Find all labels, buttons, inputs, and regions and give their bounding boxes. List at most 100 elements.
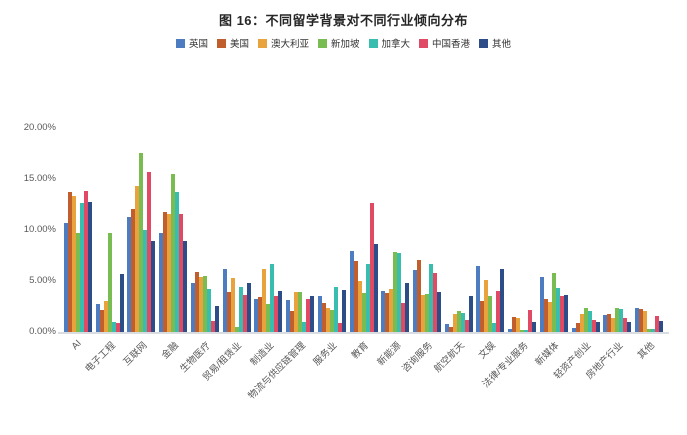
x-axis-category-label: 教育 xyxy=(350,340,372,362)
bar-加拿大-互联网 xyxy=(143,230,148,332)
bar-澳大利亚-AI xyxy=(71,196,76,332)
bar-美国-电子工程 xyxy=(99,310,104,332)
bar-澳大利亚-法律/专业服务 xyxy=(516,318,521,332)
legend-label: 美国 xyxy=(229,39,249,50)
bar-新加坡-法律/专业服务 xyxy=(520,330,525,332)
bar-中国香港-轻资产创业 xyxy=(591,320,596,332)
y-axis-tick-label: 0.00% xyxy=(29,326,56,337)
bar-美国-互联网 xyxy=(131,209,136,332)
bar-其他-互联网 xyxy=(151,241,156,332)
bar-加拿大-法律/专业服务 xyxy=(524,330,529,332)
bar-加拿大-新媒体 xyxy=(555,288,560,332)
bar-新加坡-互联网 xyxy=(139,153,144,332)
bar-美国-教育 xyxy=(353,261,358,332)
bar-英国-航空航天 xyxy=(444,324,449,332)
bar-中国香港-制造业 xyxy=(274,296,279,332)
bar-澳大利亚-其他 xyxy=(643,311,648,332)
bar-澳大利亚-咨询服务 xyxy=(420,295,425,332)
bar-美国-物流与供应链管理 xyxy=(290,311,295,332)
bar-澳大利亚-新能源 xyxy=(389,289,394,332)
bar-中国香港-法律/专业服务 xyxy=(528,310,533,332)
bar-中国香港-电子工程 xyxy=(115,323,120,332)
bar-英国-电子工程 xyxy=(95,304,100,332)
bar-新加坡-轻资产创业 xyxy=(583,308,588,332)
bar-美国-文娱 xyxy=(480,301,485,332)
bar-澳大利亚-互联网 xyxy=(135,186,140,332)
legend-item-6: 其他 xyxy=(479,36,511,50)
bar-新加坡-制造业 xyxy=(266,304,271,332)
x-axis-category-label: 航空航天 xyxy=(431,340,467,375)
bar-其他-咨询服务 xyxy=(436,292,441,332)
bar-英国-其他 xyxy=(635,308,640,332)
bar-英国-互联网 xyxy=(127,217,132,332)
bar-新加坡-新能源 xyxy=(393,252,398,332)
legend-item-5: 中国香港 xyxy=(419,36,470,50)
bar-其他-服务业 xyxy=(341,290,346,332)
bar-美国-咨询服务 xyxy=(416,260,421,332)
bar-其他-生物医疗 xyxy=(214,306,219,332)
bar-澳大利亚-金融 xyxy=(167,214,172,332)
bar-中国香港-教育 xyxy=(369,203,374,332)
bar-澳大利亚-制造业 xyxy=(262,269,267,332)
bar-新加坡-新媒体 xyxy=(551,273,556,332)
legend-label: 其他 xyxy=(492,39,512,50)
bar-加拿大-轻资产创业 xyxy=(587,311,592,332)
bar-其他-航空航天 xyxy=(468,296,473,332)
bar-新加坡-航空航天 xyxy=(456,311,461,332)
bar-加拿大-航空航天 xyxy=(460,313,465,332)
bar-英国-服务业 xyxy=(317,296,322,332)
legend-label: 加拿大 xyxy=(381,39,411,50)
legend-swatch-icon xyxy=(479,38,489,48)
bar-加拿大-咨询服务 xyxy=(428,264,433,332)
bar-英国-AI xyxy=(63,223,68,332)
bar-中国香港-新媒体 xyxy=(559,296,564,332)
bar-澳大利亚-生物医疗 xyxy=(198,277,203,332)
bar-新加坡-生物医疗 xyxy=(202,276,207,332)
legend-item-2: 澳大利亚 xyxy=(257,36,309,50)
bar-其他-金融 xyxy=(183,241,188,332)
bar-其他-轻资产创业 xyxy=(595,322,600,332)
bar-中国香港-物流与供应链管理 xyxy=(306,299,311,332)
legend-item-1: 美国 xyxy=(216,36,249,50)
bar-美国-贸易/租赁业 xyxy=(226,292,231,332)
bar-其他-新媒体 xyxy=(563,295,568,332)
bar-英国-贸易/租赁业 xyxy=(222,269,227,332)
bar-新加坡-物流与供应链管理 xyxy=(298,292,303,332)
bar-美国-房地产行业 xyxy=(607,314,612,332)
bar-中国香港-金融 xyxy=(179,214,184,332)
legend-swatch-icon xyxy=(368,38,378,48)
bar-美国-航空航天 xyxy=(448,327,453,332)
bar-澳大利亚-轻资产创业 xyxy=(579,314,584,332)
bar-其他-贸易/租赁业 xyxy=(246,283,251,332)
bar-加拿大-其他 xyxy=(651,329,656,332)
legend-swatch-icon xyxy=(257,38,267,48)
bar-其他-物流与供应链管理 xyxy=(310,296,315,332)
legend-item-3: 新加坡 xyxy=(317,36,360,50)
legend-item-4: 加拿大 xyxy=(368,36,411,50)
bar-美国-其他 xyxy=(639,309,644,332)
y-axis-tick-label: 5.00% xyxy=(29,275,56,286)
bar-澳大利亚-物流与供应链管理 xyxy=(294,292,299,332)
bar-其他-教育 xyxy=(373,244,378,332)
bar-澳大利亚-新媒体 xyxy=(547,302,552,332)
bar-美国-AI xyxy=(67,192,72,332)
legend-swatch-icon xyxy=(317,38,327,48)
bar-美国-法律/专业服务 xyxy=(512,317,517,332)
bar-澳大利亚-房地产行业 xyxy=(611,318,616,332)
bar-加拿大-房地产行业 xyxy=(619,309,624,332)
bar-中国香港-AI xyxy=(83,191,88,332)
bar-英国-咨询服务 xyxy=(412,270,417,332)
bar-新加坡-金融 xyxy=(171,174,176,332)
bar-加拿大-电子工程 xyxy=(111,322,116,332)
bar-英国-生物医疗 xyxy=(190,283,195,332)
bar-美国-新能源 xyxy=(385,293,390,332)
bar-新加坡-咨询服务 xyxy=(424,294,429,332)
bar-美国-新媒体 xyxy=(543,299,548,332)
bar-中国香港-文娱 xyxy=(496,291,501,332)
bar-新加坡-其他 xyxy=(647,329,652,332)
bar-加拿大-AI xyxy=(79,203,84,332)
bar-新加坡-电子工程 xyxy=(107,233,112,332)
legend-swatch-icon xyxy=(419,38,429,48)
bar-加拿大-物流与供应链管理 xyxy=(302,322,307,332)
